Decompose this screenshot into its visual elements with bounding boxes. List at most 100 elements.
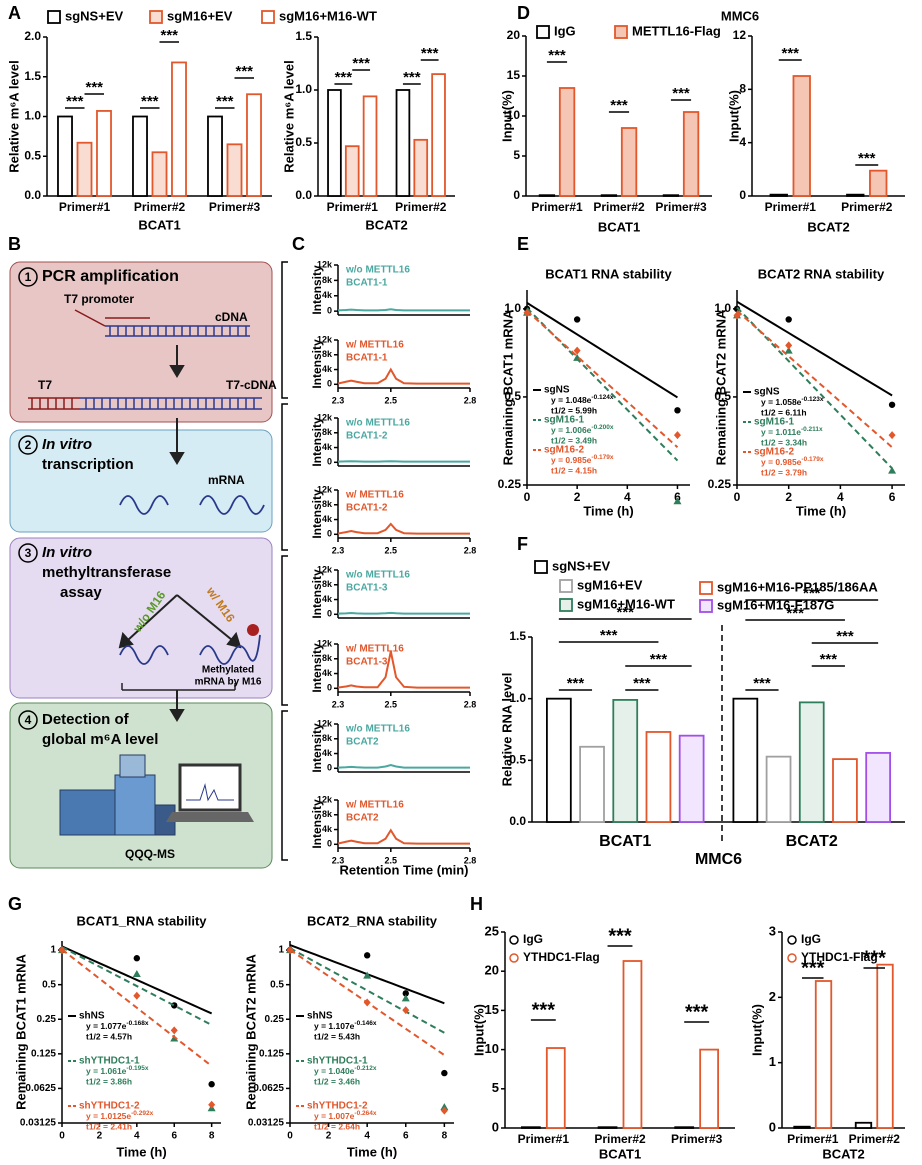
- y-tick-label: 25: [485, 923, 499, 938]
- bar: [362, 95, 378, 197]
- fit-equation: y = 1.048e-0.124x: [551, 394, 614, 406]
- significance-label: ***: [820, 651, 838, 668]
- y-axis-label: Remaining BCAT1 mRNA: [500, 309, 515, 465]
- data-point: [208, 1100, 216, 1109]
- y-tick-label: 1: [769, 1054, 776, 1069]
- half-life: t1/2 = 5.99h: [551, 405, 597, 415]
- x-tick-label: Primer#1: [787, 1132, 839, 1146]
- bar: [57, 115, 73, 197]
- curve-label: BCAT1-3: [346, 657, 388, 668]
- legend-swatch: [559, 579, 573, 593]
- x-tick-label: Primer#1: [327, 200, 379, 214]
- legend-label: sgM16-2: [754, 447, 794, 458]
- data-point: [363, 998, 371, 1007]
- bar: [558, 87, 576, 197]
- y-tick-label: 0.0: [509, 814, 526, 828]
- bar: [395, 89, 411, 197]
- legend-label: shNS: [79, 1011, 105, 1022]
- half-life: t1/2 = 4.57h: [86, 1031, 132, 1041]
- legend-label: sgNS: [544, 385, 570, 396]
- fit-line: [526, 302, 678, 399]
- y-tick-label: 0.5: [270, 979, 284, 990]
- x-tick-label: 2: [785, 490, 792, 504]
- bar: [76, 141, 93, 197]
- half-life: t1/2 = 3.34h: [761, 437, 807, 447]
- bar: [699, 1048, 719, 1129]
- y-tick-label: 4k: [322, 442, 333, 452]
- chromatogram-line: [337, 651, 470, 689]
- bar: [682, 111, 700, 197]
- data-point: [888, 401, 896, 408]
- significance-label: ***: [836, 628, 854, 645]
- y-axis-label: Remaining BCAT1 mRNA: [13, 954, 28, 1110]
- half-life: t1/2 = 3.79h: [761, 467, 807, 477]
- legend-label: METTL16-Flag: [632, 23, 721, 38]
- data-point: [286, 946, 294, 955]
- y-tick-label: 15: [485, 1002, 499, 1017]
- panel-label: G: [8, 894, 22, 914]
- significance-label: ***: [650, 651, 668, 668]
- y-tick-label: 1: [278, 945, 284, 956]
- legend-swatch: [536, 25, 550, 39]
- panel-label: F: [517, 534, 528, 554]
- legend-label: YTHDC1-Flag: [523, 950, 600, 964]
- bar: [769, 193, 788, 197]
- y-axis-label: Intensity: [310, 643, 324, 693]
- step-number: 2: [25, 438, 32, 452]
- significance-label: ***: [235, 63, 253, 80]
- step-box: [9, 537, 273, 699]
- y-tick-label: 2: [769, 989, 776, 1004]
- fit-equation-exponent: -0.212x: [354, 1065, 376, 1072]
- legend-swatch: [699, 581, 713, 595]
- fit-equation-exponent: -0.200x: [591, 424, 613, 431]
- y-tick-label: 10: [507, 108, 521, 122]
- y-tick-label: 2.0: [24, 29, 41, 43]
- fit-equation: y = 1.0125e-0.292x: [86, 1110, 154, 1122]
- significance-label: ***: [216, 93, 234, 110]
- fit-equation: y = 1.006e-0.200x: [551, 424, 614, 436]
- fit-equation-exponent: -0.123x: [801, 396, 823, 403]
- x-tick-label: BCAT2: [786, 833, 838, 850]
- x-tick-label: Primer#1: [531, 200, 583, 214]
- step-number-circles: [18, 267, 38, 730]
- bar: [732, 697, 759, 823]
- x-tick-label: 0: [524, 490, 531, 504]
- y-tick-label: 12: [733, 28, 747, 42]
- legend-label: IgG: [523, 932, 543, 946]
- legend-label: sgM16+EV: [167, 8, 233, 23]
- panel-label: D: [517, 3, 530, 23]
- y-tick-label: 1.0: [295, 82, 312, 96]
- y-tick-label: 0.25: [37, 1014, 57, 1025]
- x-tick-label: 2.3: [332, 699, 345, 709]
- y-tick-label: 0.25: [708, 477, 732, 491]
- x-tick-label: 2.3: [332, 545, 345, 555]
- significance-label: ***: [403, 69, 421, 86]
- data-point: [674, 407, 681, 414]
- data-point: [440, 1103, 449, 1111]
- half-life: t1/2 = 3.46h: [314, 1076, 360, 1086]
- bar: [854, 1121, 873, 1129]
- chart-title: MMC6: [721, 8, 759, 23]
- data-point: [673, 497, 682, 505]
- fit-equation-base: y = 1.077e: [86, 1021, 127, 1031]
- x-tick-label: 6: [403, 1131, 409, 1142]
- y-axis-label: Remaining BCAT2 mRNA: [713, 309, 728, 465]
- y-axis-label: Intensity: [310, 339, 324, 389]
- legend-label: shYTHDC1-2: [79, 1101, 140, 1112]
- half-life: t1/2 = 5.43h: [314, 1031, 360, 1041]
- arrows: [118, 345, 242, 722]
- fit-equation-exponent: -0.211x: [801, 426, 823, 433]
- fit-equation: y = 1.107e-0.146x: [314, 1020, 377, 1032]
- x-tick-label: BCAT1: [599, 833, 651, 850]
- fit-equation-base: y = 1.007e: [314, 1111, 355, 1121]
- bar: [413, 138, 429, 197]
- y-tick-label: 8k: [322, 275, 333, 285]
- x-tick-label: Primer#2: [849, 1132, 901, 1146]
- curve-label: w/ METTL16: [345, 800, 404, 811]
- legend-label: shNS: [307, 1011, 333, 1022]
- legend-label: sgNS+EV: [65, 8, 123, 23]
- x-tick-label: 2.8: [464, 545, 477, 555]
- significance-label: ***: [610, 97, 628, 114]
- legend-label: sgM16+M16-F187G: [717, 597, 834, 612]
- diagram: 1 2 3 4 PCR amplification T7 promoter cD…: [9, 261, 277, 869]
